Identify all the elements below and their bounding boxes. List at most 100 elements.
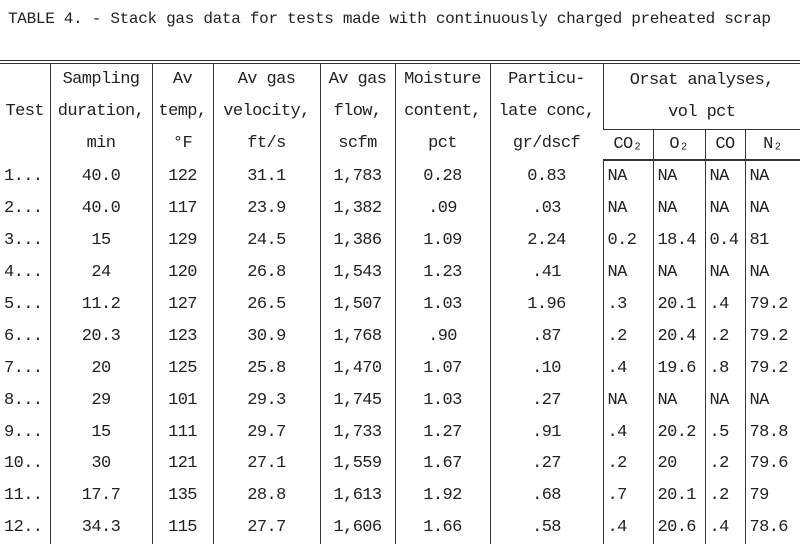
table-cell: NA — [652, 256, 705, 289]
table-cell: 1,507 — [319, 288, 395, 321]
table-cell: NA — [704, 160, 745, 193]
table-cell: 1,768 — [319, 320, 395, 353]
table-cell: 27.1 — [212, 448, 320, 480]
table-row: 5... 11.2 127 26.5 1,507 1.03 1.96.3 20.1.4 79.2 — [0, 288, 800, 321]
table-cell: 121 — [151, 448, 213, 480]
table-cell: 8... — [4, 390, 43, 410]
table-cell: 1,613 — [319, 479, 395, 512]
table-row: 3... 15 129 24.5 1,386 1.09 2.24 0.2 18.4 0.4 81 — [0, 224, 800, 257]
table-header: Test Sampling duration, min Av temp, °F Av … — [0, 60, 800, 162]
table-cell: 1,559 — [319, 448, 395, 480]
table-cell: NA — [744, 192, 800, 225]
table-cell: 20 — [652, 448, 705, 480]
table-cell: .2 — [602, 448, 653, 480]
table-cell: 6... — [4, 326, 43, 346]
sub-column-header: CO₂ — [603, 129, 653, 162]
column-header: Av gas velocity, ft/s — [212, 60, 320, 160]
table-cell: .91 — [489, 416, 603, 449]
table-cell: NA — [744, 384, 800, 417]
sub-column-header: CO — [704, 129, 745, 162]
column-header: Moisture content, pct — [394, 60, 490, 160]
column-header: Test — [0, 60, 50, 160]
table-cell: 81 — [744, 224, 800, 257]
table-cell: .58 — [489, 511, 603, 544]
table-cell: 101 — [151, 384, 213, 417]
table-cell: NA — [602, 384, 653, 417]
table-cell: .4 — [704, 511, 745, 544]
table-cell: .09 — [394, 192, 490, 225]
table-cell: 20.1 — [652, 479, 705, 512]
table-cell: NA — [652, 384, 705, 417]
table-cell: .2 — [704, 448, 745, 480]
table-cell: .27 — [489, 448, 603, 480]
table-cell: 20.4 — [652, 320, 705, 353]
table-cell: 15 — [49, 416, 152, 449]
table-cell: 11.. — [4, 486, 43, 506]
table-cell: 0.4 — [704, 224, 745, 257]
table-cell: 27.7 — [212, 511, 320, 544]
table-cell: .5 — [704, 416, 745, 449]
header-row: CO₂ O₂ CO N₂ — [0, 129, 800, 162]
table-cell: 7... — [4, 358, 43, 378]
table-cell: 12.. — [4, 518, 43, 538]
table-cell: 30 — [49, 448, 152, 480]
table-cell: 122 — [151, 160, 213, 193]
table-row: 7... 20 125 25.8 1,470 1.07.10.4 19.6.8 79.2 — [0, 352, 800, 385]
table-cell: 26.5 — [212, 288, 320, 321]
table-cell: NA — [704, 256, 745, 289]
table-cell: NA — [602, 160, 653, 193]
table-cell: .3 — [602, 288, 653, 321]
table-cell: 1.07 — [394, 352, 490, 385]
table-cell: 0.2 — [602, 224, 653, 257]
table-cell: 1,543 — [319, 256, 395, 289]
table-cell: 1,745 — [319, 384, 395, 417]
table-cell: 28.8 — [212, 479, 320, 512]
table-cell: 20.3 — [49, 320, 152, 353]
table-cell: .4 — [602, 416, 653, 449]
table-cell: 34.3 — [49, 511, 152, 544]
table-cell: 129 — [151, 224, 213, 257]
table-cell: 5... — [4, 295, 43, 314]
table-cell: 79.2 — [744, 352, 800, 385]
column-header: Av temp, °F — [151, 60, 213, 160]
table-cell: 9... — [4, 422, 43, 442]
table-cell: 11.2 — [49, 288, 152, 321]
sub-column-header: N₂ — [744, 129, 800, 162]
table-cell: 79.2 — [744, 288, 800, 321]
table-cell: 1.09 — [394, 224, 490, 257]
table-cell: 15 — [49, 224, 152, 257]
table-cell: NA — [704, 192, 745, 225]
table-row: 10.. 30 121 27.1 1,559 1.67.27.2 20.2 79.6 — [0, 448, 800, 480]
table-cell: NA — [602, 256, 653, 289]
table-cell: 26.8 — [212, 256, 320, 289]
table-cell: .87 — [489, 320, 603, 353]
table-cell: 2.24 — [489, 224, 603, 257]
table-cell: 120 — [151, 256, 213, 289]
table-cell: .7 — [602, 479, 653, 512]
table-cell: 20.1 — [652, 288, 705, 321]
table-cell: 0.83 — [489, 160, 603, 193]
table-cell: .27 — [489, 384, 603, 417]
column-header: Av gas flow, scfm — [319, 60, 395, 160]
table-cell: .4 — [704, 288, 745, 321]
table-cell: NA — [652, 160, 705, 193]
table-cell: 135 — [151, 479, 213, 512]
group-header: Orsat analyses, vol pct — [602, 60, 800, 130]
table-cell: 10.. — [4, 454, 43, 474]
table-row: 12.. 34.3 115 27.7 1,606 1.66.58.4 20.6.4 78.6 — [0, 511, 800, 544]
table-cell: 31.1 — [212, 160, 320, 193]
table-cell: NA — [652, 192, 705, 225]
table-cell: 1,783 — [319, 160, 395, 193]
table-cell: 40.0 — [49, 160, 152, 193]
table-body: 1... 40.0 122 31.1 1,783 0.28 0.83 NA NA NA NA 2...… — [0, 160, 800, 544]
table-cell: 3... — [4, 231, 43, 251]
table-cell: 20.2 — [652, 416, 705, 449]
header-row: Test Sampling duration, min Av temp, °F Av … — [0, 60, 800, 160]
table-row: 11.. 17.7 135 28.8 1,613 1.92.68.7 20.1.2 79 — [0, 479, 800, 512]
sub-column-header: O₂ — [652, 129, 705, 162]
table-cell: 40.0 — [49, 192, 152, 225]
table-row: 6... 20.3 123 30.9 1,768.90.87.2 20.4.2 79.2 — [0, 320, 800, 353]
table-cell: 1.23 — [394, 256, 490, 289]
table-cell: .4 — [602, 511, 653, 544]
